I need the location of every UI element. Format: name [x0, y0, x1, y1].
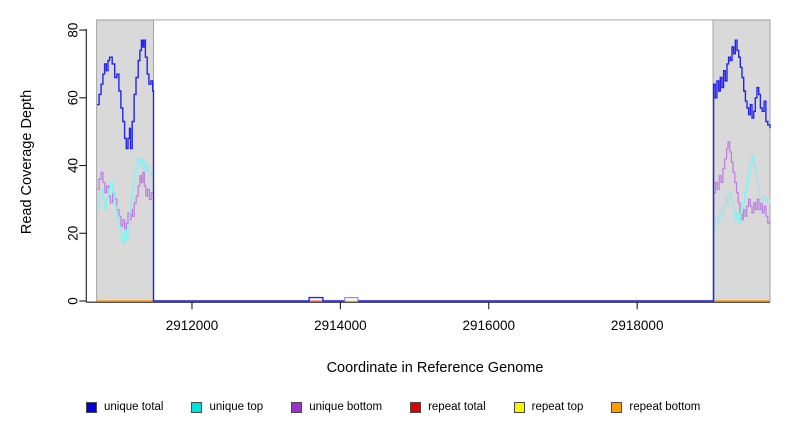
legend-item-repeat-top: repeat top: [513, 401, 584, 413]
series-line-unique-top: [97, 158, 155, 301]
legend-item-unique-bottom: unique bottom: [291, 401, 382, 413]
legend-label: unique top: [209, 401, 264, 413]
legend: unique total unique top unique bottom repea…: [86, 401, 700, 413]
legend-swatch-icon: [191, 401, 203, 413]
x-tick-label: 2916000: [462, 318, 515, 333]
series-line-unique-total: [97, 39, 345, 302]
series-line-unique-bottom: [97, 171, 309, 302]
y-tick-label: 60: [66, 90, 81, 105]
x-tick-label: 2918000: [611, 318, 664, 333]
x-tick-label: 2912000: [166, 318, 219, 333]
y-tick-label: 0: [66, 297, 81, 305]
y-tick-label: 80: [66, 23, 81, 38]
legend-label: repeat total: [428, 401, 486, 413]
series-line-unique-top: [713, 154, 771, 302]
y-tick-label: 20: [66, 226, 81, 241]
legend-label: repeat top: [531, 401, 584, 413]
legend-swatch-icon: [410, 401, 422, 413]
legend-item-unique-top: unique top: [191, 401, 263, 413]
legend-swatch-icon: [513, 401, 525, 413]
shaded-region: [712, 19, 771, 303]
legend-label: unique bottom: [309, 401, 383, 413]
legend-swatch-icon: [291, 401, 303, 413]
legend-item-repeat-bottom: repeat bottom: [611, 401, 700, 413]
legend-item-repeat-total: repeat total: [410, 401, 486, 413]
shaded-regions: [96, 19, 771, 303]
series-line-unique-total: [358, 39, 771, 302]
legend-label: unique total: [104, 401, 164, 413]
series-lines: [96, 39, 771, 302]
tick-marks: [79, 29, 638, 310]
x-tick-label: 2914000: [314, 318, 367, 333]
legend-item-unique-total: unique total: [86, 401, 163, 413]
axes: [85, 29, 770, 303]
series-line-unique-bottom: [323, 141, 771, 302]
legend-swatch-icon: [611, 401, 623, 413]
y-tick-label: 40: [66, 158, 81, 173]
legend-label: repeat bottom: [629, 401, 701, 413]
shaded-region: [96, 19, 154, 303]
y-axis-title: Read Coverage Depth: [19, 89, 35, 235]
x-axis-title: Coordinate in Reference Genome: [326, 360, 544, 376]
tick-labels: 0 20 40 60 80 2912000 2914000 2916000 2918000: [66, 23, 664, 333]
legend-swatch-icon: [86, 401, 97, 413]
